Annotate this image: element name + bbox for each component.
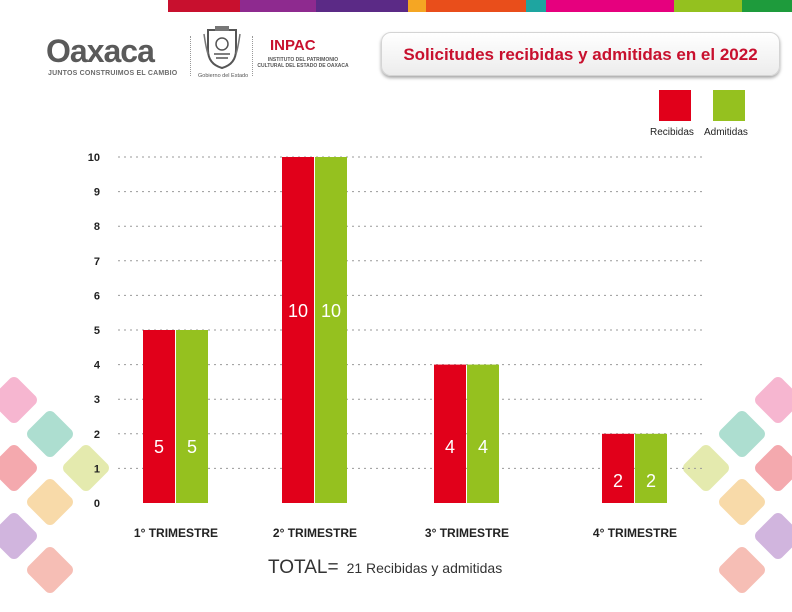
gridlines	[118, 156, 704, 469]
decorative-diamonds-right	[683, 377, 792, 593]
stripe-segment	[526, 0, 546, 12]
chart-title: Solicitudes recibidas y admitidas en el …	[403, 45, 758, 64]
data-label: 4	[478, 437, 488, 457]
decor-diamond	[755, 445, 792, 491]
oaxaca-logo-text: Oaxaca	[46, 33, 155, 69]
stripe-segment	[316, 0, 408, 12]
bar-recibidas	[602, 433, 634, 503]
data-label: 10	[288, 301, 308, 321]
bar-admitidas	[467, 364, 499, 503]
bar-recibidas	[143, 330, 175, 503]
total-value: 21 Recibidas y admitidas	[346, 560, 503, 576]
y-axis-ticks: 0 1 2 3 4 5 6 7 8 9 10	[88, 152, 101, 510]
y-tick-label: 6	[94, 290, 100, 302]
total-summary: TOTAL= 21 Recibidas y admitidas	[268, 557, 502, 579]
top-color-stripe	[168, 0, 792, 12]
bar-admitidas	[635, 433, 667, 503]
gobierno-label: Gobierno del Estado	[198, 73, 249, 79]
bars: 5 5 10 10 4 4 2 2	[143, 157, 667, 503]
x-tick-label: 3° TRIMESTRE	[425, 526, 509, 540]
inpac-full-name: INSTITUTO DEL PATRIMONIO CULTURAL DEL ES…	[257, 57, 349, 69]
oaxaca-logo-tagline: JUNTOS CONSTRUIMOS EL CAMBIO	[48, 70, 178, 77]
x-tick-label: 2° TRIMESTRE	[273, 526, 357, 540]
legend-swatch-admitidas	[713, 90, 745, 121]
logo-divider	[252, 36, 254, 76]
legend-label-recibidas: Recibidas	[650, 127, 694, 138]
decor-diamond	[27, 547, 73, 593]
decor-diamond	[27, 411, 73, 457]
oaxaca-logo: Oaxaca JUNTOS CONSTRUIMOS EL CAMBIO	[46, 34, 186, 82]
data-label: 2	[613, 471, 623, 491]
stripe-segment	[742, 0, 792, 12]
y-tick-label: 1	[94, 463, 100, 475]
y-tick-label: 5	[94, 325, 100, 337]
inpac-acronym: INPAC	[270, 37, 316, 54]
y-tick-label: 9	[94, 187, 100, 199]
bar-admitidas	[176, 330, 208, 503]
stripe-segment	[546, 0, 674, 12]
x-axis-labels: 1° TRIMESTRE 2° TRIMESTRE 3° TRIMESTRE 4° T…	[134, 526, 677, 540]
bar-admitidas	[315, 157, 347, 503]
state-shield-icon	[203, 26, 241, 70]
data-label: 5	[154, 437, 164, 457]
data-label: 2	[646, 471, 656, 491]
y-tick-label: 2	[94, 429, 100, 441]
stripe-segment	[674, 0, 742, 12]
decor-diamond	[0, 445, 37, 491]
bar-recibidas	[434, 364, 466, 503]
y-tick-label: 3	[94, 394, 100, 406]
y-tick-label: 10	[88, 152, 100, 164]
stripe-segment	[168, 0, 240, 12]
y-tick-label: 4	[94, 360, 101, 372]
decor-diamond	[0, 377, 37, 423]
decor-diamond	[683, 445, 729, 491]
decor-diamond	[63, 445, 109, 491]
decor-diamond	[0, 513, 37, 559]
stripe-segment	[408, 0, 426, 12]
legend-label-admitidas: Admitidas	[704, 127, 748, 138]
logo-divider	[190, 36, 192, 76]
y-tick-label: 7	[94, 256, 100, 268]
x-tick-label: 4° TRIMESTRE	[593, 526, 677, 540]
stripe-segment	[426, 0, 526, 12]
decor-diamond	[755, 377, 792, 423]
y-tick-label: 0	[94, 498, 100, 510]
x-tick-label: 1° TRIMESTRE	[134, 526, 218, 540]
decor-diamond	[719, 547, 765, 593]
chart-title-box: Solicitudes recibidas y admitidas en el …	[381, 32, 780, 76]
data-label: 4	[445, 437, 455, 457]
decor-diamond	[755, 513, 792, 559]
data-label: 10	[321, 301, 341, 321]
decor-diamond	[719, 411, 765, 457]
stripe-segment	[240, 0, 316, 12]
bar-recibidas	[282, 157, 314, 503]
y-tick-label: 8	[94, 221, 100, 233]
decorative-diamonds-left	[0, 377, 109, 593]
decor-diamond	[719, 479, 765, 525]
data-label: 5	[187, 437, 197, 457]
legend-swatch-recibidas	[659, 90, 691, 121]
total-label: TOTAL=	[268, 557, 339, 578]
decor-diamond	[27, 479, 73, 525]
